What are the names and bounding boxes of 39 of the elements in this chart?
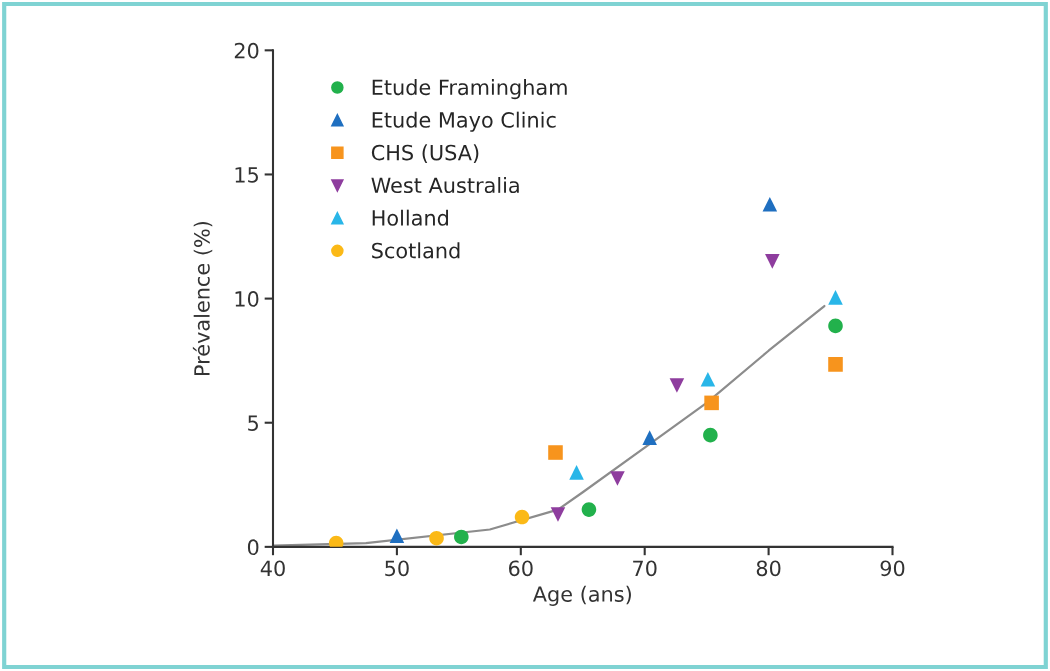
x-tick-label: 90 xyxy=(880,560,905,577)
legend-label: Etude Mayo Clinic xyxy=(372,111,556,132)
legend-label: West Australia xyxy=(371,176,519,194)
legend-label: CHS (USA) xyxy=(371,144,479,163)
point xyxy=(550,507,566,522)
point xyxy=(454,529,469,545)
legend-label: Etude Framingham xyxy=(372,79,567,100)
point xyxy=(514,509,530,525)
point xyxy=(569,465,584,480)
legend-label: Holland xyxy=(372,209,448,226)
point xyxy=(669,378,685,393)
y-tick-label: 20 xyxy=(234,42,259,59)
point xyxy=(828,357,843,372)
point xyxy=(828,290,843,305)
line-series xyxy=(273,304,826,547)
legend-label: Scotland xyxy=(372,242,460,259)
point xyxy=(765,254,780,269)
y-tick-label: 15 xyxy=(235,167,258,183)
point xyxy=(548,445,563,460)
x-tick-label: 80 xyxy=(756,560,781,577)
point xyxy=(703,427,718,443)
point xyxy=(642,430,657,445)
x-axis-title: Age (ans) xyxy=(532,585,631,606)
point xyxy=(762,196,778,212)
y-tick-label: 5 xyxy=(248,415,258,431)
point xyxy=(828,318,843,334)
point xyxy=(389,528,405,543)
point xyxy=(610,471,625,486)
point xyxy=(700,372,716,387)
y-tick-label: 0 xyxy=(247,539,259,556)
x-tick-label: 70 xyxy=(633,560,657,577)
x-tick-label: 40 xyxy=(260,560,285,577)
point xyxy=(704,395,719,411)
point xyxy=(429,530,444,546)
y-axis-title: Prévalence (%) xyxy=(192,221,213,376)
y-tick-label: 10 xyxy=(235,291,259,307)
x-tick-label: 50 xyxy=(385,560,409,577)
x-tick-label: 60 xyxy=(509,560,533,577)
point xyxy=(581,502,597,517)
